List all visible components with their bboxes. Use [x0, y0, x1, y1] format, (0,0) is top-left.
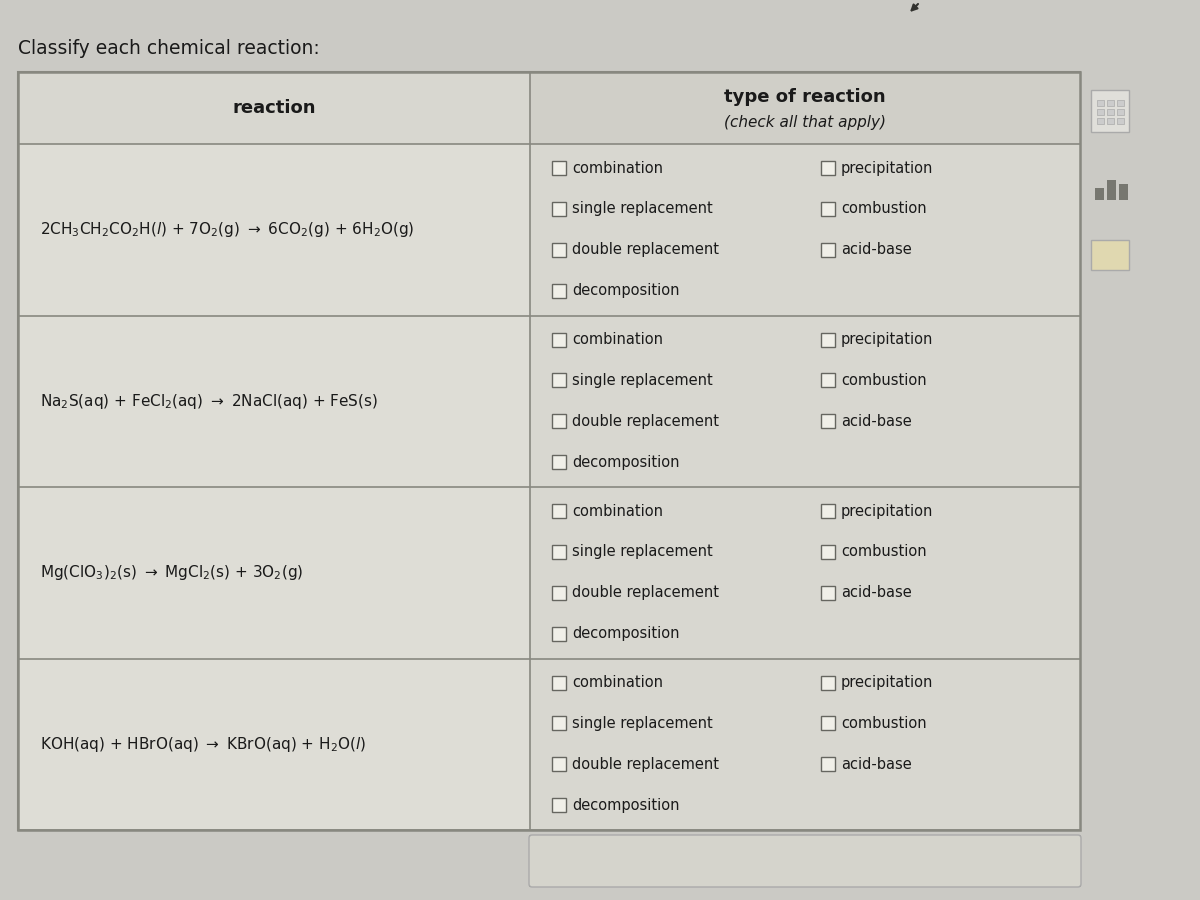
- Text: combination: combination: [572, 332, 662, 347]
- Bar: [1108, 180, 1116, 200]
- Bar: [530, 72, 1080, 144]
- Text: decomposition: decomposition: [572, 626, 679, 641]
- Text: decomposition: decomposition: [572, 454, 679, 470]
- Text: reaction: reaction: [233, 99, 316, 117]
- Text: acid-base: acid-base: [841, 585, 912, 600]
- Text: double replacement: double replacement: [572, 585, 719, 600]
- Bar: [552, 504, 566, 518]
- Text: 2CH$_3$CH$_2$CO$_2$H($\it{l}$) + 7O$_2$(g) $\rightarrow$ 6CO$_2$(g) + 6H$_2$O(g): 2CH$_3$CH$_2$CO$_2$H($\it{l}$) + 7O$_2$(…: [40, 220, 414, 239]
- Bar: [1096, 188, 1104, 200]
- Bar: [552, 455, 566, 469]
- Bar: [530, 316, 1080, 487]
- Bar: [18, 659, 530, 830]
- Bar: [18, 487, 530, 659]
- Text: single replacement: single replacement: [572, 716, 713, 731]
- Bar: [530, 144, 1080, 316]
- Text: ?: ?: [937, 851, 948, 871]
- Text: double replacement: double replacement: [572, 757, 719, 771]
- Bar: [552, 586, 566, 599]
- Bar: [530, 836, 1080, 886]
- Bar: [821, 586, 835, 599]
- Text: combustion: combustion: [841, 373, 926, 388]
- Text: Classify each chemical reaction:: Classify each chemical reaction:: [18, 39, 319, 58]
- Bar: [552, 161, 566, 175]
- Bar: [821, 716, 835, 730]
- Text: combustion: combustion: [841, 544, 926, 559]
- Text: ↵: ↵: [797, 851, 814, 871]
- Text: precipitation: precipitation: [841, 675, 934, 690]
- Bar: [821, 374, 835, 387]
- Text: combustion: combustion: [841, 202, 926, 216]
- Bar: [552, 757, 566, 771]
- Bar: [821, 243, 835, 256]
- Text: double replacement: double replacement: [572, 414, 719, 428]
- Text: combination: combination: [572, 675, 662, 690]
- Bar: [821, 332, 835, 347]
- Text: combination: combination: [572, 503, 662, 518]
- Bar: [821, 544, 835, 559]
- Text: Ar: Ar: [1103, 248, 1117, 262]
- Bar: [530, 487, 1080, 659]
- Text: combination: combination: [572, 160, 662, 176]
- Bar: [821, 676, 835, 689]
- Bar: [18, 316, 530, 487]
- Text: single replacement: single replacement: [572, 544, 713, 559]
- Text: double replacement: double replacement: [572, 242, 719, 257]
- Bar: [552, 676, 566, 689]
- Bar: [552, 332, 566, 347]
- Text: precipitation: precipitation: [841, 332, 934, 347]
- Text: ×: ×: [659, 851, 677, 871]
- Bar: [1091, 240, 1129, 270]
- Bar: [821, 757, 835, 771]
- Bar: [18, 72, 1080, 830]
- FancyBboxPatch shape: [529, 835, 1081, 887]
- Text: KOH(aq) + HBrO(aq) $\rightarrow$ KBrO(aq) + H$_2$O($\it{l}$): KOH(aq) + HBrO(aq) $\rightarrow$ KBrO(aq…: [40, 734, 366, 754]
- Text: (check all that apply): (check all that apply): [724, 115, 886, 130]
- Bar: [1108, 118, 1114, 124]
- Text: precipitation: precipitation: [841, 160, 934, 176]
- Bar: [530, 659, 1080, 830]
- Bar: [1097, 100, 1104, 106]
- Bar: [18, 72, 1080, 830]
- Bar: [1108, 109, 1114, 115]
- Bar: [821, 504, 835, 518]
- Bar: [552, 284, 566, 298]
- Bar: [552, 798, 566, 812]
- Text: decomposition: decomposition: [572, 283, 679, 298]
- Text: acid-base: acid-base: [841, 757, 912, 771]
- Text: single replacement: single replacement: [572, 373, 713, 388]
- Bar: [552, 544, 566, 559]
- Text: acid-base: acid-base: [841, 242, 912, 257]
- Text: Na$_2$S(aq) + FeCl$_2$(aq) $\rightarrow$ 2NaCl(aq) + FeS(s): Na$_2$S(aq) + FeCl$_2$(aq) $\rightarrow$…: [40, 392, 378, 410]
- Text: type of reaction: type of reaction: [724, 88, 886, 106]
- Bar: [1117, 109, 1124, 115]
- Bar: [821, 414, 835, 428]
- Bar: [821, 202, 835, 216]
- Bar: [1108, 100, 1114, 106]
- Bar: [821, 161, 835, 175]
- Text: combustion: combustion: [841, 716, 926, 731]
- Bar: [1117, 118, 1124, 124]
- Bar: [18, 144, 530, 316]
- Bar: [18, 72, 530, 144]
- Bar: [552, 716, 566, 730]
- Bar: [552, 243, 566, 256]
- Bar: [1120, 184, 1128, 200]
- Text: acid-base: acid-base: [841, 414, 912, 428]
- Text: decomposition: decomposition: [572, 797, 679, 813]
- Bar: [552, 626, 566, 641]
- Bar: [1097, 109, 1104, 115]
- Bar: [1091, 90, 1129, 132]
- Text: single replacement: single replacement: [572, 202, 713, 216]
- Bar: [552, 202, 566, 216]
- Bar: [1097, 118, 1104, 124]
- Text: Mg(ClO$_3$)$_2$(s) $\rightarrow$ MgCl$_2$(s) + 3O$_2$(g): Mg(ClO$_3$)$_2$(s) $\rightarrow$ MgCl$_2…: [40, 563, 304, 582]
- Bar: [552, 374, 566, 387]
- Bar: [1117, 100, 1124, 106]
- Bar: [552, 414, 566, 428]
- Text: precipitation: precipitation: [841, 503, 934, 518]
